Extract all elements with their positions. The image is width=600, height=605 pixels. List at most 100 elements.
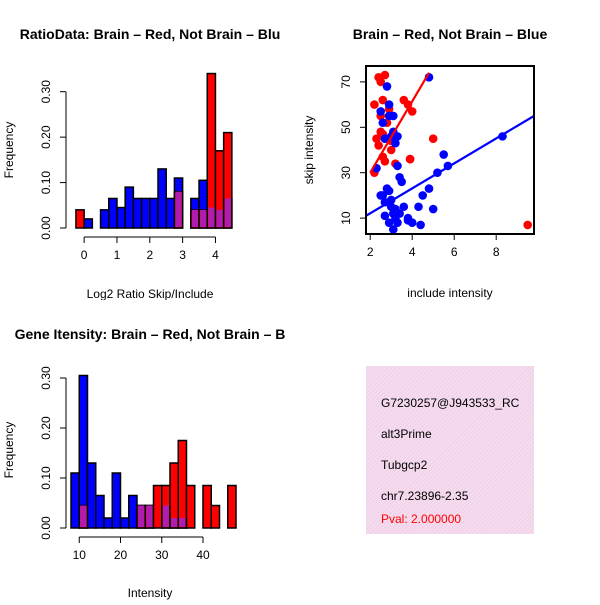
intensity-histogram-x-tick-label: 10 [73,548,87,562]
intensity-histogram-bar-overlap [138,505,145,527]
scatter-point-brain [376,77,386,87]
scatter-point-brain [380,70,390,80]
intensity-histogram-bar-overlap [162,505,169,527]
ratio-histogram-bar-notbrain [83,218,94,229]
scatter-point-brain [376,127,386,137]
ratio-histogram-bar-notbrain [99,209,110,229]
scatter-point-notbrain [403,216,413,225]
ratio-histogram-y-tick-label: 0.00 [39,216,53,240]
scatter-point-notbrain [389,111,398,121]
event-info-panel: G7230257@J943533_RC alt3Prime Tubgcp2 ch… [366,366,534,534]
intensity-histogram-y-tick-label: 0.30 [39,366,53,390]
scatter-fit-line-brain [369,72,430,174]
intensity-histogram-x-tick-label: 20 [114,548,128,562]
scatter-point-brain [407,107,417,116]
intensity-histogram-bar-brain [227,484,237,529]
scatter-point-brain [428,134,438,143]
scatter-y-tick-label: 70 [339,75,353,89]
scatter-point-notbrain [418,191,428,200]
ratio-histogram-panel: RatioData: Brain – Red, Not Brain – Blu … [2,26,281,300]
ratio-histogram-y-axis: 0.00 0.10 0.20 0.30 [39,80,67,240]
scatter-x-axis: 2 4 6 8 [367,234,500,259]
info-gene-name: Tubgcp2 [381,458,428,472]
intensity-histogram-bar-brain [202,484,212,529]
intensity-histogram-y-tick-label: 0.10 [39,466,53,490]
intensity-histogram-bar-brain [185,484,196,529]
scatter-plot-box [365,65,535,235]
scatter-point-notbrain [393,161,402,171]
scatter-point-brain [386,145,396,155]
intensity-histogram-bar-brain [210,504,221,529]
intensity-histogram-bar-overlap [80,505,87,527]
ratio-histogram-bar-brain [222,131,233,229]
scatter-point-notbrain [389,225,398,234]
intensity-scatter-panel: Brain – Red, Not Brain – Blue 2 4 6 8 10 30 5… [302,26,547,300]
ratio-histogram-bar-notbrain [140,197,151,229]
scatter-point-notbrain [393,132,402,141]
intensity-histogram-y-axis: 0.00 0.10 0.20 0.30 [39,366,67,540]
ratio-histogram-bar-overlap [175,191,182,227]
intensity-histogram-y-tick-label: 0.00 [39,516,53,540]
scatter-point-notbrain [378,118,388,128]
intensity-histogram-bar-notbrain [128,494,138,529]
ratio-histogram-title: RatioData: Brain – Red, Not Brain – Blu [20,26,281,42]
intensity-histogram-x-tick-label: 30 [155,548,169,562]
intensity-histogram-bar-notbrain [111,472,122,529]
intensity-histogram-bar-brain [152,484,163,529]
scatter-x-tick-label: 4 [409,245,416,259]
scatter-point-brain [380,157,390,166]
scatter-point-brain [374,141,383,150]
intensity-histogram-title: Gene Itensity: Brain – Red, Not Brain – … [15,326,286,342]
scatter-y-tick-label: 50 [339,120,353,134]
scatter-fit-lines [366,72,534,217]
scatter-xlabel: include intensity [407,286,492,300]
intensity-histogram-x-axis: 10 20 30 40 [73,536,210,562]
ratio-histogram-bars [75,72,233,229]
scatter-x-tick-label: 6 [451,245,458,259]
ratio-histogram-ylabel: Frequency [2,122,16,179]
scatter-y-axis: 10 30 50 70 [339,75,366,225]
scatter-point-notbrain [382,184,392,193]
intensity-histogram-bar-notbrain [86,462,97,529]
info-gene-id: G7230257@J943533_RC [381,396,520,410]
ratio-histogram-bar-overlap [208,207,215,227]
intensity-histogram-ylabel: Frequency [2,422,16,479]
ratio-histogram-bar-notbrain [165,197,176,229]
scatter-point-notbrain [395,209,404,218]
scatter-point-notbrain [382,82,392,91]
scatter-title: Brain – Red, Not Brain – Blue [353,26,548,42]
scatter-y-tick-label: 30 [339,166,353,180]
ratio-histogram-bar-overlap [200,209,207,227]
intensity-histogram-bar-notbrain [70,472,80,529]
scatter-point-notbrain [416,220,425,230]
intensity-histogram-bar-overlap [171,518,178,527]
ratio-histogram-x-tick-label: 0 [81,248,88,262]
intensity-histogram-bar-notbrain [95,494,105,529]
ratio-histogram-bar-notbrain [149,197,159,229]
scatter-y-tick-label: 10 [339,211,353,225]
info-location: chr7.23896-2.35 [381,489,469,503]
scatter-point-notbrain [424,184,434,193]
ratio-histogram-x-tick-label: 1 [114,248,121,262]
scatter-point-notbrain [439,150,449,159]
scatter-point-notbrain [393,218,402,227]
intensity-histogram-bar-notbrain [119,517,130,529]
intensity-histogram-y-tick-label: 0.20 [39,416,53,440]
ratio-histogram-bar-notbrain [116,206,126,229]
ratio-histogram-bar-overlap [191,209,199,227]
ratio-histogram-x-tick-label: 2 [146,248,153,262]
scatter-points [370,70,532,234]
scatter-point-notbrain [399,202,409,212]
scatter-point-brain [378,95,388,105]
ratio-histogram-bar-notbrain [157,168,167,229]
scatter-point-brain [370,100,379,109]
ratio-histogram-bar-notbrain [132,197,143,229]
scatter-point-notbrain [384,100,394,109]
scatter-point-notbrain [428,204,438,214]
ratio-histogram-y-tick-label: 0.20 [39,125,53,149]
intensity-histogram-x-tick-label: 40 [196,548,210,562]
ratio-histogram-bar-brain [206,72,217,229]
ratio-histogram-bar-notbrain [124,186,135,229]
info-background [366,366,534,534]
